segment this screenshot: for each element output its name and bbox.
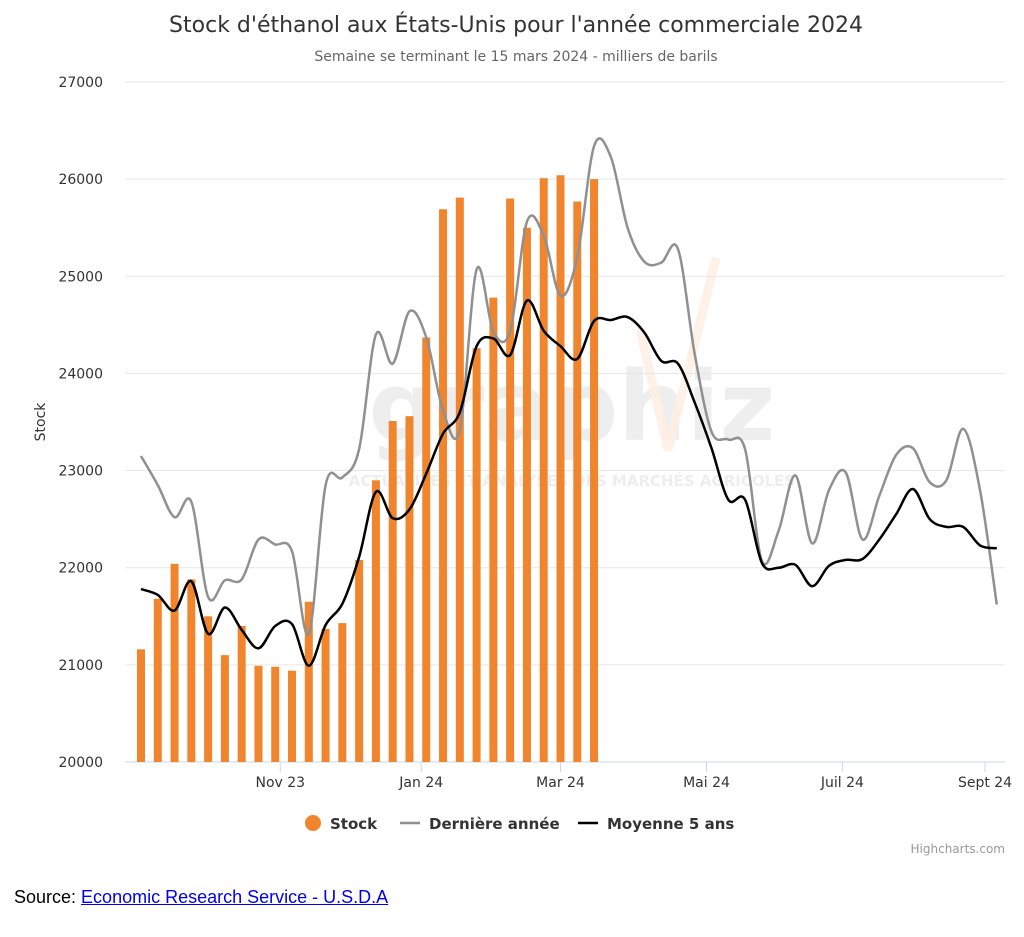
- y-tick-label: 26000: [58, 172, 103, 188]
- grid-lines: [125, 81, 1005, 666]
- stock-bar: [288, 670, 297, 762]
- y-tick-label: 24000: [58, 366, 103, 382]
- stock-bar: [506, 198, 515, 763]
- stock-bar: [137, 649, 145, 762]
- last-year-line: [139, 137, 999, 636]
- stock-bar: [422, 337, 431, 762]
- watermark-logo: graphiz: [369, 351, 776, 463]
- y-tick-label: 25000: [58, 269, 103, 285]
- stock-bar: [153, 598, 162, 762]
- x-tick-label: Jan 24: [398, 775, 443, 791]
- source-prefix: Source:: [14, 887, 82, 907]
- legend-stock-label: Stock: [330, 815, 378, 833]
- y-axis-ticks: 20000 21000 22000 23000 24000 25000 26000 27000: [58, 75, 103, 771]
- x-axis-ticks: Nov 23 Jan 24 Mar 24 Mai 24 Juil 24 Sept 24: [255, 762, 1012, 791]
- legend-item-avg5[interactable]: Moyenne 5 ans: [578, 815, 734, 833]
- stock-bar: [371, 480, 380, 762]
- chart-title: Stock d'éthanol aux États-Unis pour l'an…: [169, 12, 863, 38]
- stock-bar: [439, 209, 448, 762]
- avg5-line: [140, 299, 998, 668]
- stock-bar: [573, 201, 582, 762]
- x-tick-label: Mai 24: [683, 775, 730, 791]
- legend-last-year-label: Dernière année: [429, 815, 560, 833]
- stock-bar: [539, 178, 548, 762]
- watermark-tagline: ACTUALITÉS ET ANALYSES DES MARCHÉS AGRIC…: [349, 471, 796, 490]
- chart-subtitle: Semaine se terminant le 15 mars 2024 - m…: [314, 49, 717, 65]
- stock-bar: [355, 559, 364, 762]
- stock-bar: [338, 623, 347, 762]
- y-tick-label: 23000: [58, 464, 103, 480]
- stock-bar: [220, 655, 229, 762]
- stock-bar: [388, 421, 397, 762]
- y-tick-label: 20000: [58, 755, 103, 771]
- watermark-checkmark: [635, 256, 721, 452]
- stock-bar: [187, 579, 196, 762]
- x-tick-label: Nov 23: [255, 775, 305, 791]
- stock-bar: [271, 666, 280, 762]
- x-tick-label: Juil 24: [820, 775, 864, 791]
- stock-bar: [590, 179, 599, 763]
- stock-bar: [204, 616, 213, 762]
- stock-bar: [304, 601, 313, 762]
- y-axis-title: Stock: [33, 402, 49, 442]
- stock-bar: [489, 297, 498, 762]
- stock-bar: [405, 416, 414, 762]
- source-line: Source: Economic Research Service - U.S.…: [14, 887, 388, 908]
- legend-avg5-label: Moyenne 5 ans: [607, 815, 734, 833]
- stock-bar: [472, 348, 481, 762]
- stock-bar: [556, 175, 565, 762]
- y-tick-label: 27000: [58, 75, 103, 91]
- y-tick-label: 21000: [58, 658, 103, 674]
- stock-bar: [321, 628, 330, 762]
- x-tick-label: Mar 24: [536, 775, 585, 791]
- stock-bar: [237, 626, 246, 762]
- ethanol-stock-chart: Stock d'éthanol aux États-Unis pour l'an…: [33, 12, 1012, 856]
- highcharts-credits[interactable]: Highcharts.com: [911, 842, 1005, 856]
- legend-stock-marker: [305, 815, 321, 831]
- stock-bar: [522, 227, 531, 762]
- stock-bar: [170, 563, 179, 762]
- stock-bars: [137, 175, 599, 763]
- series-lines: [139, 137, 999, 668]
- legend-item-last-year[interactable]: Dernière année: [400, 815, 560, 833]
- source-link[interactable]: Economic Research Service - U.S.D.A: [81, 887, 389, 907]
- x-tick-label: Sept 24: [958, 775, 1012, 791]
- graphiz-watermark: graphiz ACTUALITÉS ET ANALYSES DES MARCH…: [349, 256, 796, 490]
- stock-bar: [455, 197, 464, 763]
- legend: Stock Dernière année Moyenne 5 ans: [305, 815, 734, 833]
- legend-item-stock[interactable]: Stock: [305, 815, 378, 833]
- y-tick-label: 22000: [58, 561, 103, 577]
- stock-bar: [254, 665, 263, 762]
